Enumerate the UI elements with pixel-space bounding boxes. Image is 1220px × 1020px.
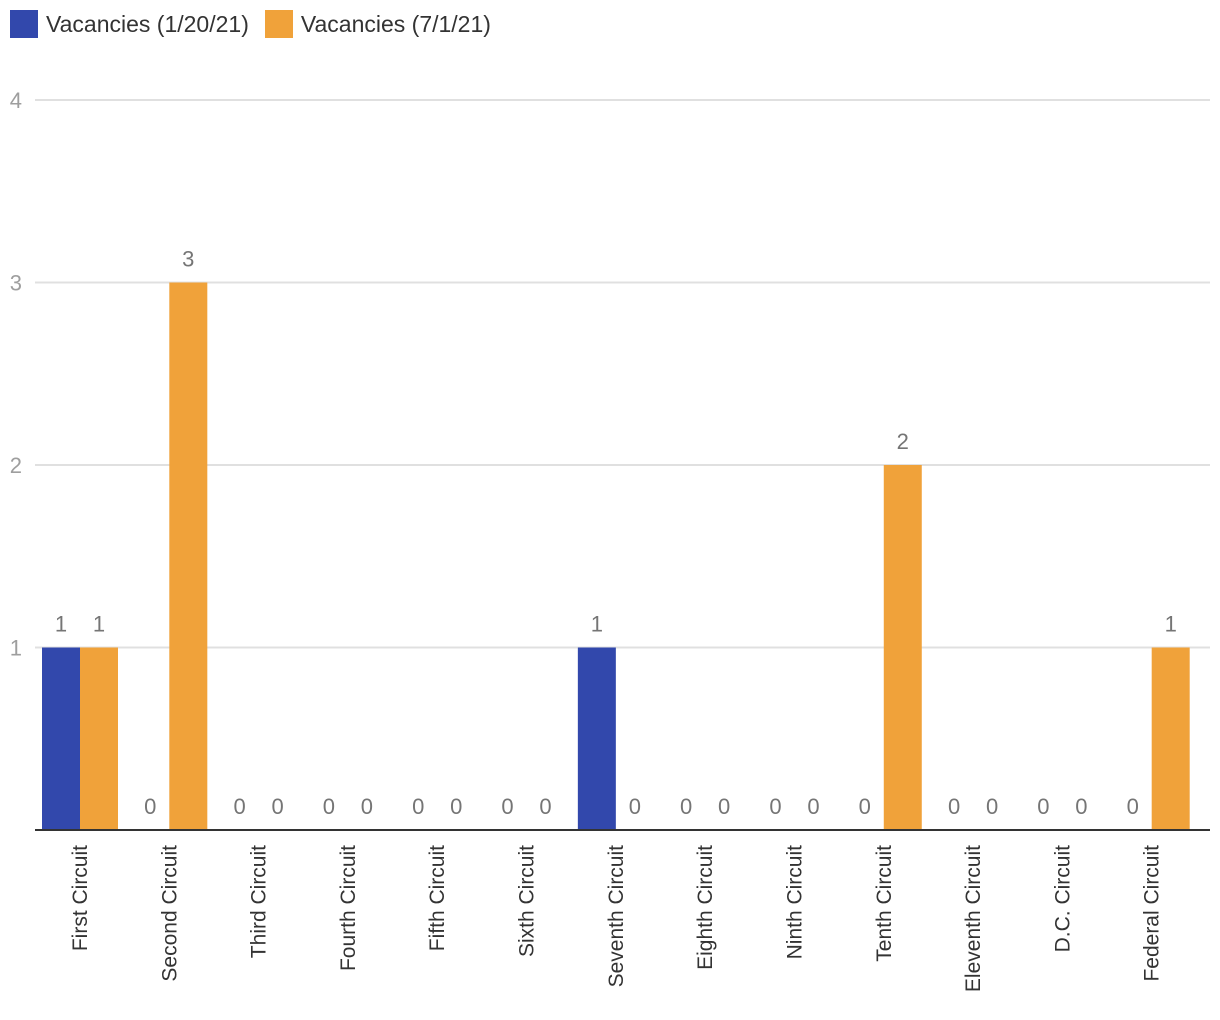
- bar-1-1[interactable]: [169, 282, 208, 831]
- x-category-label: First Circuit: [69, 845, 92, 951]
- data-label: 0: [859, 794, 871, 819]
- legend-label-series-1: Vacancies (1/20/21): [46, 10, 249, 37]
- x-category-label: Fifth Circuit: [426, 845, 449, 951]
- bar-0-0[interactable]: [42, 647, 80, 831]
- data-label: 0: [539, 794, 551, 819]
- bar-12-1[interactable]: [1151, 647, 1190, 831]
- bar-0-1[interactable]: [80, 647, 118, 831]
- x-category-label: Seventh Circuit: [605, 845, 628, 988]
- data-label: 0: [450, 794, 462, 819]
- grid-lines: [35, 99, 1210, 649]
- x-category-label: Eighth Circuit: [694, 845, 717, 970]
- data-label: 0: [1127, 794, 1139, 819]
- x-category-label: Tenth Circuit: [873, 845, 896, 962]
- data-label: 0: [412, 794, 424, 819]
- data-label: 0: [629, 794, 641, 819]
- x-category-label: Sixth Circuit: [516, 845, 539, 957]
- data-label: 0: [1037, 794, 1049, 819]
- legend-label-series-2: Vacancies (7/1/21): [300, 10, 491, 37]
- x-category-label: Fourth Circuit: [337, 845, 360, 971]
- y-tick-label: 4: [10, 88, 22, 113]
- x-category-label: Federal Circuit: [1141, 845, 1164, 982]
- legend-swatch-series-2: [264, 10, 293, 38]
- data-label: 0: [807, 794, 819, 819]
- legend-item-series-1[interactable]: Vacancies (1/20/21): [10, 10, 249, 38]
- data-label: 0: [769, 794, 781, 819]
- x-category-label: Second Circuit: [158, 845, 181, 982]
- data-labels: 1 1 0 3 0 0 0 0 0 0 0 0 1 0 0 0 0 0 0 2 0 0 0 0 0 1: [55, 247, 1177, 820]
- data-label: 0: [271, 794, 283, 819]
- legend-swatch-series-1: [10, 10, 38, 38]
- bars: [42, 282, 1190, 831]
- data-label: 0: [233, 794, 245, 819]
- data-label: 0: [144, 794, 156, 819]
- y-tick-label: 2: [10, 453, 22, 478]
- data-label: 0: [361, 794, 373, 819]
- data-label: 1: [591, 612, 603, 637]
- data-label: 0: [323, 794, 335, 819]
- data-label: 0: [948, 794, 960, 819]
- x-category-label: Third Circuit: [248, 845, 271, 958]
- y-axis-ticks: 1 2 3 4: [10, 88, 22, 661]
- data-label: 0: [718, 794, 730, 819]
- data-label: 1: [1165, 612, 1177, 637]
- y-tick-label: 3: [10, 271, 22, 296]
- data-label: 0: [501, 794, 513, 819]
- data-label: 2: [897, 429, 909, 454]
- x-category-label: Eleventh Circuit: [962, 845, 985, 992]
- data-label: 0: [1075, 794, 1087, 819]
- legend: Vacancies (1/20/21) Vacancies (7/1/21): [10, 10, 507, 38]
- bar-9-1[interactable]: [883, 465, 922, 830]
- data-label: 0: [986, 794, 998, 819]
- data-label: 1: [55, 612, 67, 637]
- y-tick-label: 1: [10, 636, 22, 661]
- x-category-label: D.C. Circuit: [1051, 845, 1074, 953]
- x-category-label: Ninth Circuit: [783, 845, 806, 960]
- x-axis-categories: First Circuit Second Circuit Third Circuit…: [69, 845, 1164, 992]
- data-label: 1: [93, 612, 105, 637]
- data-label: 0: [680, 794, 692, 819]
- bar-6-0[interactable]: [577, 647, 616, 831]
- legend-item-series-2[interactable]: Vacancies (7/1/21): [264, 10, 491, 38]
- data-label: 3: [182, 247, 194, 272]
